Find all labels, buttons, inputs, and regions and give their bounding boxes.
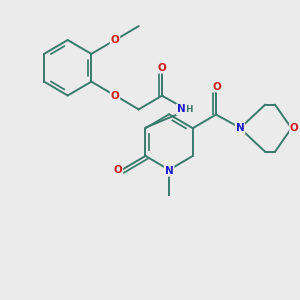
- Text: O: O: [111, 35, 119, 45]
- Text: O: O: [158, 63, 167, 73]
- Text: O: O: [212, 82, 221, 92]
- Text: N: N: [177, 104, 185, 114]
- Text: N: N: [236, 123, 244, 133]
- Text: O: O: [113, 165, 122, 175]
- Text: H: H: [185, 105, 193, 114]
- Text: N: N: [165, 166, 173, 176]
- Text: O: O: [290, 123, 299, 133]
- Text: O: O: [111, 91, 119, 100]
